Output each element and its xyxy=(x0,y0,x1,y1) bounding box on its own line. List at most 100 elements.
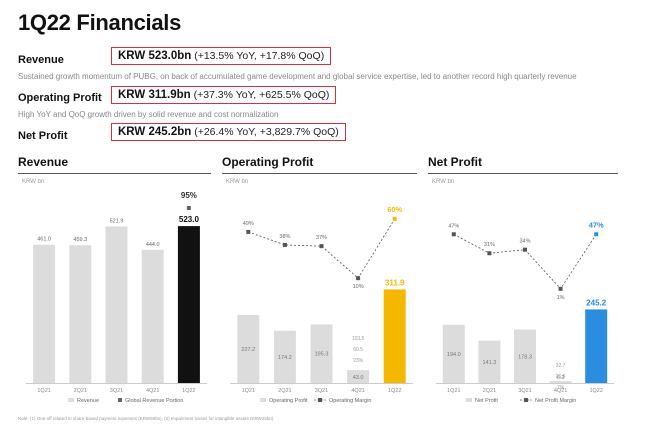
np-bar xyxy=(514,329,536,383)
revenue-data-label: 523.0 xyxy=(179,215,200,224)
np-legend-marker xyxy=(524,398,528,402)
op-bar xyxy=(273,330,296,383)
page-title: 1Q22 Financials xyxy=(18,10,182,35)
np-annotation-label: 26.5 xyxy=(556,374,566,380)
np-summary-value: KRW 245.2bn xyxy=(118,126,192,138)
op-margin-point xyxy=(282,242,287,247)
np-data-label: 194.0 xyxy=(447,352,461,358)
revenue-bar xyxy=(69,245,92,383)
op-summary-change: (+37.3% YoY, +625.5% QoQ) xyxy=(193,89,330,101)
np-data-label: 6.2 xyxy=(557,375,565,381)
np-summary-change: (+26.4% YoY, +3,829.7% QoQ) xyxy=(194,126,339,138)
op-data-label: 174.2 xyxy=(278,355,292,361)
np-margin-label: 47% xyxy=(448,223,459,229)
np-margin-label: 47% xyxy=(589,220,604,229)
revenue-chart-rule xyxy=(18,173,211,174)
revenue-legend-swatch xyxy=(68,398,74,402)
revenue-summary-value: KRW 523.0bn xyxy=(118,50,192,62)
op-margin-point xyxy=(319,244,324,249)
revenue-bar xyxy=(105,226,128,383)
np-annotation-label: 32.7 xyxy=(556,363,566,369)
op-bar xyxy=(310,324,333,383)
revenue-tick-label: 4Q21 xyxy=(146,388,159,394)
revenue-data-label: 444.0 xyxy=(146,242,160,248)
revenue-data-label: 461.0 xyxy=(37,237,51,243)
np-margin-label: 34% xyxy=(519,239,530,245)
op-bar xyxy=(237,314,260,383)
op-data-label: 227.2 xyxy=(241,347,255,353)
np-margin-point xyxy=(558,286,563,291)
np-margin-point xyxy=(594,232,599,237)
np-chart-title: Net Profit xyxy=(428,155,482,169)
np-chart-rule xyxy=(428,173,618,174)
op-tick-label: 1Q22 xyxy=(388,388,401,394)
np-annotation-label: 7% xyxy=(557,385,565,391)
op-legend-label: Operating Profit xyxy=(269,398,308,404)
revenue-bar xyxy=(33,244,56,383)
op-tick-label: 2Q21 xyxy=(278,388,291,394)
np-tick-label: 3Q21 xyxy=(518,388,531,394)
revenue-data-label: 521.9 xyxy=(110,218,124,224)
op-tick-label: 1Q21 xyxy=(242,388,255,394)
np-data-label: 178.3 xyxy=(518,354,532,360)
op-legend-swatch xyxy=(260,398,266,402)
np-tick-label: 1Q22 xyxy=(589,388,602,394)
op-margin-point xyxy=(392,216,397,221)
revenue-tick-label: 1Q22 xyxy=(182,388,195,394)
np-bar xyxy=(478,340,501,383)
op-chart-unit: KRW bn xyxy=(226,179,249,185)
op-data-label: 311.9 xyxy=(385,278,405,287)
revenue-summary-label: Revenue xyxy=(18,54,64,66)
op-summary-label: Operating Profit xyxy=(18,92,102,104)
op-margin-point xyxy=(356,276,361,281)
op-margin-label: 10% xyxy=(353,284,364,290)
revenue-bar xyxy=(141,249,164,383)
revenue-summary-box: KRW 523.0bn (+13.5% YoY, +17.8% QoQ) xyxy=(111,47,332,65)
op-annotation-label: 23% xyxy=(353,358,364,364)
op-summary-value: KRW 311.9bn xyxy=(118,89,191,101)
op-margin-line xyxy=(248,218,396,279)
op-margin-point xyxy=(246,229,251,234)
revenue-summary-desc: Sustained growth momentum of PUBG, on ba… xyxy=(18,72,577,81)
op-margin-label: 37% xyxy=(316,235,327,241)
op-margin-label: 49% xyxy=(243,221,254,227)
op-margin-label: 38% xyxy=(279,234,290,240)
revenue-portion-marker xyxy=(186,206,191,210)
op-chart: 1Q21 2Q21 3Q21 4Q21 1Q22 227.2 174.2 195.3 43.0 3… xyxy=(230,205,413,404)
op-summary-desc: High YoY and QoQ growth driven by solid … xyxy=(18,110,279,119)
np-data-label: 141.3 xyxy=(483,360,497,366)
op-annotation-label: 60.5 xyxy=(353,347,363,353)
np-legend-swatch xyxy=(466,398,472,402)
np-margin-point xyxy=(523,247,527,252)
op-bar xyxy=(347,370,370,383)
np-summary-label: Net Profit xyxy=(18,130,68,142)
np-chart: 1Q21 2Q21 3Q21 4Q21 1Q22 194.0 141.3 178.3 6.2 24… xyxy=(436,220,614,404)
np-chart-panel: Net Profit KRW bn 1Q21 2Q21 3Q21 4Q21 1Q22 19… xyxy=(428,155,618,410)
np-data-label: 245.2 xyxy=(586,298,607,307)
revenue-tick-label: 3Q21 xyxy=(110,388,123,394)
footnote: Note: (1) One-off related to share-based… xyxy=(18,416,274,421)
revenue-bar xyxy=(177,226,200,383)
op-chart-title: Operating Profit xyxy=(222,155,314,169)
op-chart-rule xyxy=(222,173,417,174)
revenue-legend-label: Revenue xyxy=(77,398,99,404)
revenue-legend-label: Global Revenue Portion xyxy=(125,398,183,404)
op-data-label: 195.3 xyxy=(315,352,329,358)
op-margin-label: 60% xyxy=(387,205,402,214)
np-margin-label: 31% xyxy=(484,242,495,248)
op-legend-marker xyxy=(318,398,322,402)
np-legend-label: Net Profit Margin xyxy=(535,398,576,404)
np-summary-box: KRW 245.2bn (+26.4% YoY, +3,829.7% QoQ) xyxy=(111,123,346,141)
op-chart-panel: Operating Profit KRW bn 1Q21 2Q21 3Q21 4Q21… xyxy=(222,155,417,410)
revenue-chart-panel: Revenue KRW bn 1Q21 2Q21 3Q21 4Q21 1Q22 461.0… xyxy=(18,155,211,410)
np-tick-label: 2Q21 xyxy=(483,388,496,394)
np-bar xyxy=(442,324,465,383)
np-chart-unit: KRW bn xyxy=(432,179,455,185)
np-tick-label: 4Q21 xyxy=(554,388,567,394)
revenue-legend-swatch xyxy=(118,398,122,402)
np-margin-label: 1% xyxy=(557,295,565,301)
op-tick-label: 4Q21 xyxy=(351,388,364,394)
revenue-chart: 1Q21 2Q21 3Q21 4Q21 1Q22 461.0 459.3 521.9 444.0… xyxy=(26,191,207,404)
revenue-summary-change: (+13.5% YoY, +17.8% QoQ) xyxy=(194,50,325,62)
op-legend-label: Operating Margin xyxy=(329,398,372,404)
